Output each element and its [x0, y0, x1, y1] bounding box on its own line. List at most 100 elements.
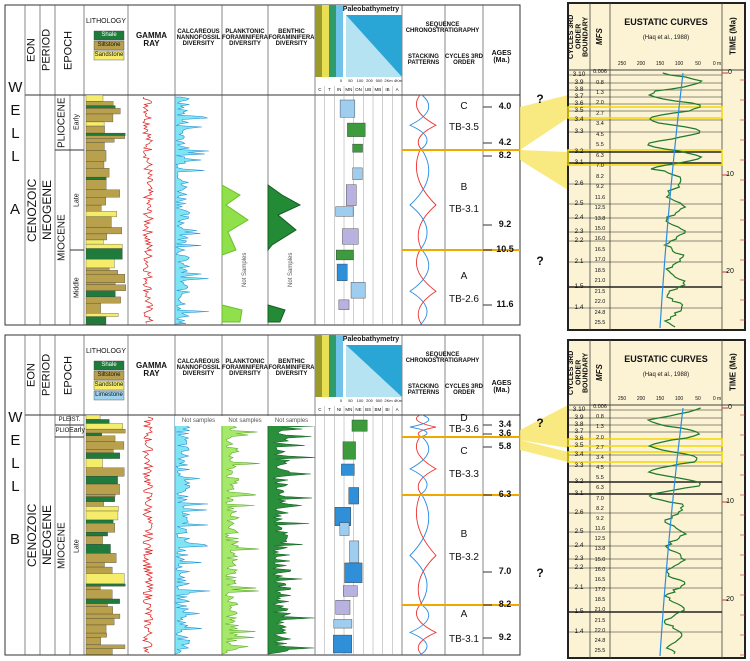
stacking-red [416, 414, 437, 438]
litho-bed [85, 125, 105, 134]
mfs-label: 9.2 [596, 184, 604, 191]
bathy-zone: IN [336, 87, 342, 93]
bathy-box [352, 143, 363, 153]
bathy-box [347, 122, 366, 137]
mfs-label: 8.2 [596, 505, 604, 512]
stacking-red [416, 604, 438, 656]
highlight [567, 106, 723, 119]
age: 5.8 [498, 441, 512, 452]
header: MFS [594, 364, 604, 381]
mfs-label: 24.8 [594, 309, 606, 316]
bathy-box [336, 263, 348, 281]
cycle-name: TB-3.6 [448, 423, 479, 435]
well-label: WELL [6, 79, 24, 171]
depth-scale: 150 [655, 396, 665, 403]
header: SEQUENCE CHRONOSTRATIGRAPHY [405, 351, 480, 364]
bathy-scale: 100 [356, 77, 364, 83]
legend-swatch [93, 380, 125, 391]
time-label: 10 [726, 171, 734, 179]
eustatic-title: EUSTATIC CURVES [624, 354, 708, 365]
legend-label: Siltstone [97, 42, 121, 49]
litho-bed [85, 273, 126, 283]
age: 8.2 [498, 599, 512, 610]
boundary-label: 2.3 [574, 227, 584, 235]
litho-bed [85, 197, 106, 206]
boundary-label: 3.9 [574, 413, 584, 421]
mfs-label: 2.0 [596, 434, 604, 441]
bathy-scale: 100 [356, 397, 364, 403]
bathy-box [339, 99, 356, 118]
age: 7.0 [498, 566, 512, 577]
mfs-label: 18.5 [594, 597, 606, 604]
litho-bed [85, 435, 116, 442]
litho-bed [85, 150, 107, 162]
boundary-label: 3.6 [574, 434, 584, 442]
bathy-box [336, 249, 354, 261]
mfs-label: 16.0 [594, 566, 606, 573]
header: STACKING PATTERNS [407, 53, 440, 66]
mfs-label: 21.5 [594, 617, 606, 624]
bathy-box [338, 299, 350, 310]
eon: CENOZOIC [25, 503, 40, 567]
bathy-box [352, 167, 363, 180]
cycle-name: TB-3.1 [448, 633, 479, 645]
litho-bed [85, 644, 126, 649]
stacking-red [416, 94, 437, 151]
mfs-label: 22.0 [594, 299, 606, 306]
bathy-box [343, 585, 358, 597]
bathy-scale: 2Km [384, 397, 393, 403]
litho-bed [85, 519, 114, 524]
legend-swatch [93, 360, 125, 371]
bathy-scale: 50 [348, 397, 353, 403]
header: PERIOD [40, 353, 53, 397]
litho-bed [85, 138, 115, 143]
mfs-label: 13.8 [594, 546, 606, 553]
eustatic-curve [646, 407, 701, 655]
boundary-label: 1.4 [574, 627, 584, 635]
mfs-label: 5.5 [596, 475, 604, 482]
cycle-name: TB-3.1 [448, 203, 479, 215]
litho-bed [85, 583, 126, 587]
legend-swatch [93, 40, 125, 51]
header: BENTHIC FORAMINIFERA DIVERSITY [268, 28, 315, 48]
bathy-scale: 4Km [393, 397, 403, 403]
bathy-band [322, 5, 329, 77]
header: EPOCH [62, 30, 75, 70]
litho-bed [85, 282, 116, 285]
cycle-letter: B [460, 528, 468, 540]
long-term-curve [659, 72, 684, 329]
bathy-zone: T [328, 407, 331, 413]
header: EON [25, 38, 38, 62]
litho-bed [85, 233, 108, 241]
litho-bed [85, 496, 115, 502]
boundary-label: 2.1 [574, 257, 584, 265]
not-samples: Not samples [175, 416, 222, 426]
depth-scale: 50 [695, 396, 701, 403]
litho-bed [85, 483, 120, 495]
bathy-scale: 200 [366, 77, 373, 83]
bathy-box [341, 463, 355, 476]
mfs-label: 11.6 [594, 194, 606, 201]
correlation-wedge [520, 95, 568, 150]
boundary-label: 3.10 [572, 70, 586, 78]
header: CALCAREOUS NANNOFOSSIL DIVERSITY [176, 358, 221, 378]
litho-bed [85, 179, 107, 190]
eustatic-title: EUSTATIC CURVES [624, 17, 708, 28]
bathy-box [333, 634, 352, 654]
boundary-label: 3.5 [574, 106, 584, 114]
boundary-label: 2.5 [574, 527, 584, 535]
legend-label: Sandstone [94, 52, 124, 59]
legend-swatch [93, 50, 125, 61]
bathy-zone: C [318, 407, 322, 413]
sub-epoch: Middle [73, 277, 81, 298]
litho-bed [85, 316, 107, 325]
litho-bed [85, 227, 122, 235]
bathy-band [315, 335, 322, 397]
eustatic-source: (Haq et al., 1988) [642, 34, 690, 41]
age: 9.2 [498, 219, 512, 230]
litho-bed [85, 586, 101, 591]
legend-label: Limestone [95, 392, 123, 399]
cycle-letter: C [460, 445, 468, 457]
